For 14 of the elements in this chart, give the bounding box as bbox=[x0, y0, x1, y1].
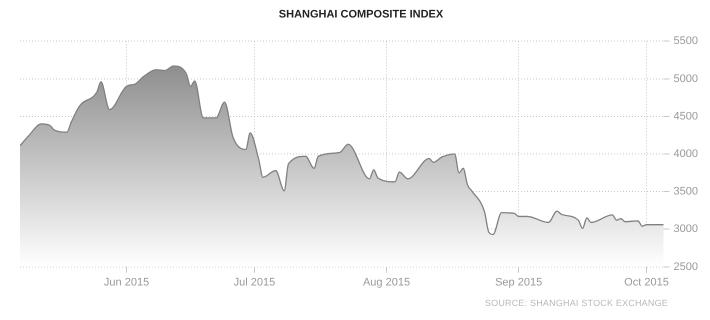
y-tick-label: 4500 bbox=[674, 110, 698, 122]
y-tick-label: 5000 bbox=[674, 72, 698, 85]
x-tick-label: Jul 2015 bbox=[234, 276, 276, 288]
y-tick-label: 3000 bbox=[674, 223, 698, 236]
x-tick-label: Sep 2015 bbox=[495, 276, 542, 288]
x-tick-label: Jun 2015 bbox=[104, 276, 150, 288]
x-tick-label: Oct 2015 bbox=[624, 276, 669, 288]
chart-title: SHANGHAI COMPOSITE INDEX bbox=[278, 8, 444, 21]
y-tick-label: 5500 bbox=[674, 35, 698, 48]
x-tick-label: Aug 2015 bbox=[362, 276, 410, 288]
y-tick-label: 3500 bbox=[674, 186, 698, 198]
y-tick-label: 2500 bbox=[674, 260, 698, 273]
y-tick-label: 4000 bbox=[674, 148, 698, 160]
source-note: SOURCE: SHANGHAI STOCK EXCHANGE bbox=[484, 298, 668, 308]
